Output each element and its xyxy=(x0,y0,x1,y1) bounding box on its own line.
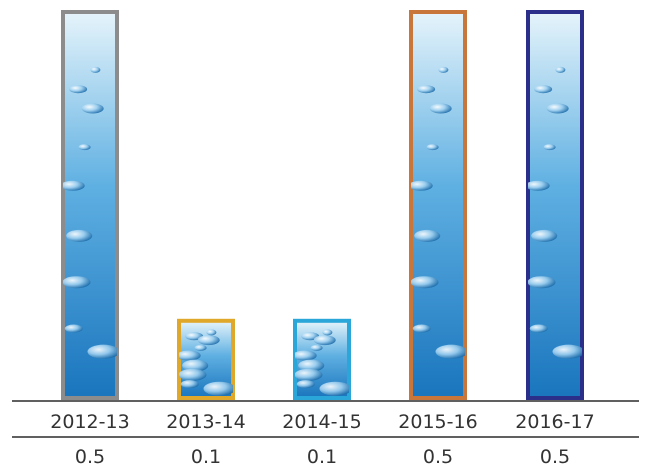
droplet xyxy=(197,335,220,346)
droplet xyxy=(411,180,433,191)
droplet xyxy=(429,103,452,114)
value-label: 0.5 xyxy=(540,446,570,468)
bar-2015-16 xyxy=(409,10,467,400)
droplet xyxy=(179,368,207,381)
value-labels: 0.5 0.1 0.1 0.5 0.5 xyxy=(75,446,570,468)
droplet xyxy=(528,180,550,191)
droplet xyxy=(78,144,91,151)
droplet xyxy=(438,66,449,73)
water-droplets xyxy=(179,329,233,396)
droplet xyxy=(194,344,207,351)
bar-2013-14 xyxy=(177,318,235,400)
droplet xyxy=(412,324,431,333)
droplet xyxy=(64,324,83,333)
droplet xyxy=(295,350,317,361)
water-droplets xyxy=(63,66,117,359)
droplet xyxy=(417,85,436,94)
category-label: 2015-16 xyxy=(398,411,477,433)
droplet xyxy=(435,344,465,359)
value-label: 0.5 xyxy=(75,446,105,468)
droplet xyxy=(411,276,439,289)
droplet xyxy=(81,103,104,114)
droplet xyxy=(552,344,582,359)
droplet xyxy=(322,329,333,336)
droplet xyxy=(90,66,101,73)
droplet xyxy=(528,276,556,289)
droplet xyxy=(529,324,548,333)
category-label: 2016-17 xyxy=(515,411,594,433)
droplet xyxy=(543,144,556,151)
value-label: 0.5 xyxy=(423,446,453,468)
bars-group xyxy=(61,10,584,400)
droplet xyxy=(203,381,233,396)
water-droplets xyxy=(295,329,349,396)
droplet xyxy=(63,180,85,191)
bar-2014-15 xyxy=(293,318,351,400)
droplet xyxy=(298,359,325,372)
droplet xyxy=(63,276,91,289)
droplet xyxy=(180,380,199,389)
water-droplets xyxy=(528,66,582,359)
droplet xyxy=(179,350,201,361)
droplet xyxy=(534,85,553,94)
bar-rect xyxy=(61,10,119,400)
droplet xyxy=(295,368,323,381)
value-label: 0.1 xyxy=(307,446,337,468)
droplet xyxy=(310,344,323,351)
droplet xyxy=(206,329,217,336)
bar-rect xyxy=(409,10,467,400)
droplet xyxy=(182,359,209,372)
droplet xyxy=(414,229,441,242)
water-droplets xyxy=(411,66,465,359)
category-labels: 2012-13 2013-14 2014-15 2015-16 2016-17 xyxy=(50,411,594,433)
droplet xyxy=(546,103,569,114)
droplet xyxy=(313,335,336,346)
bar-2016-17 xyxy=(526,10,584,400)
bar-rect xyxy=(526,10,584,400)
droplet xyxy=(87,344,117,359)
category-label: 2014-15 xyxy=(282,411,361,433)
category-label: 2012-13 xyxy=(50,411,129,433)
category-label: 2013-14 xyxy=(166,411,245,433)
droplet xyxy=(69,85,88,94)
droplet xyxy=(296,380,315,389)
droplet xyxy=(426,144,439,151)
droplet xyxy=(531,229,558,242)
droplet xyxy=(319,381,349,396)
bar-2012-13 xyxy=(61,10,119,400)
droplet xyxy=(66,229,93,242)
value-label: 0.1 xyxy=(191,446,221,468)
droplet xyxy=(555,66,566,73)
